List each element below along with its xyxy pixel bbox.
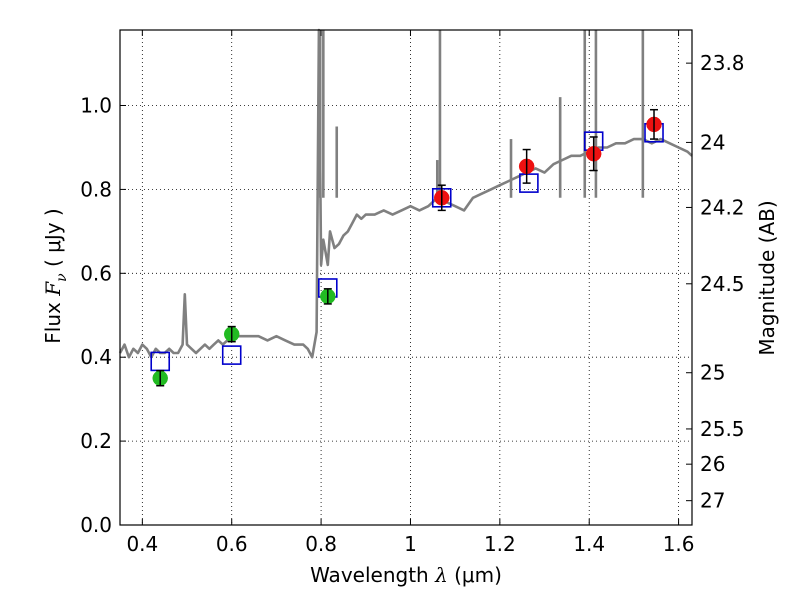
y2-tick-label: 24 xyxy=(700,130,725,154)
y2-tick-label: 26 xyxy=(700,452,725,476)
spectrum-line xyxy=(118,28,693,359)
y-tick-label: 0.0 xyxy=(80,513,112,537)
y-tick-label: 0.6 xyxy=(80,261,112,285)
spectrum-series xyxy=(118,28,693,359)
y2-tick-label: 25 xyxy=(700,361,725,385)
x-tick-label: 1 xyxy=(404,532,417,556)
y-axis-label: Flux Fν ( μJy ) xyxy=(41,208,70,343)
x-axis-label: Wavelength λ (μm) xyxy=(310,563,502,587)
y-tick-label: 0.2 xyxy=(80,429,112,453)
photometry-markers xyxy=(150,108,664,387)
grid-lines xyxy=(120,30,692,526)
x-tick-label: 0.4 xyxy=(126,532,158,556)
model-photometry-square xyxy=(519,173,539,193)
y2-axis-label: Magnitude (AB) xyxy=(755,200,779,355)
model-photometry-square xyxy=(221,345,242,365)
x-tick-label: 1.6 xyxy=(663,532,695,556)
y2-tick-label: 27 xyxy=(700,489,725,513)
x-tick-label: 1.4 xyxy=(573,532,605,556)
y2-tick-label: 24.2 xyxy=(700,195,745,219)
y2-tick-label: 25.5 xyxy=(700,417,745,441)
x-tick-label: 1.2 xyxy=(484,532,516,556)
y-tick-label: 0.4 xyxy=(80,345,112,369)
x-tick-label: 0.8 xyxy=(305,532,337,556)
model-photometry-square xyxy=(150,351,171,372)
y2-tick-label: 23.8 xyxy=(700,51,745,75)
x-tick-label: 0.6 xyxy=(216,532,248,556)
y-tick-label: 0.8 xyxy=(80,177,112,201)
plot-frame xyxy=(119,29,693,526)
y-tick-label: 1.0 xyxy=(80,94,112,118)
axis-ticks: 0.4 0.6 0.8 1 1.2 1.4 1.6 0.0 0.2 0.4 0.6 0.8 1.0 23.… xyxy=(80,30,745,556)
y2-tick-label: 24.5 xyxy=(700,272,745,296)
